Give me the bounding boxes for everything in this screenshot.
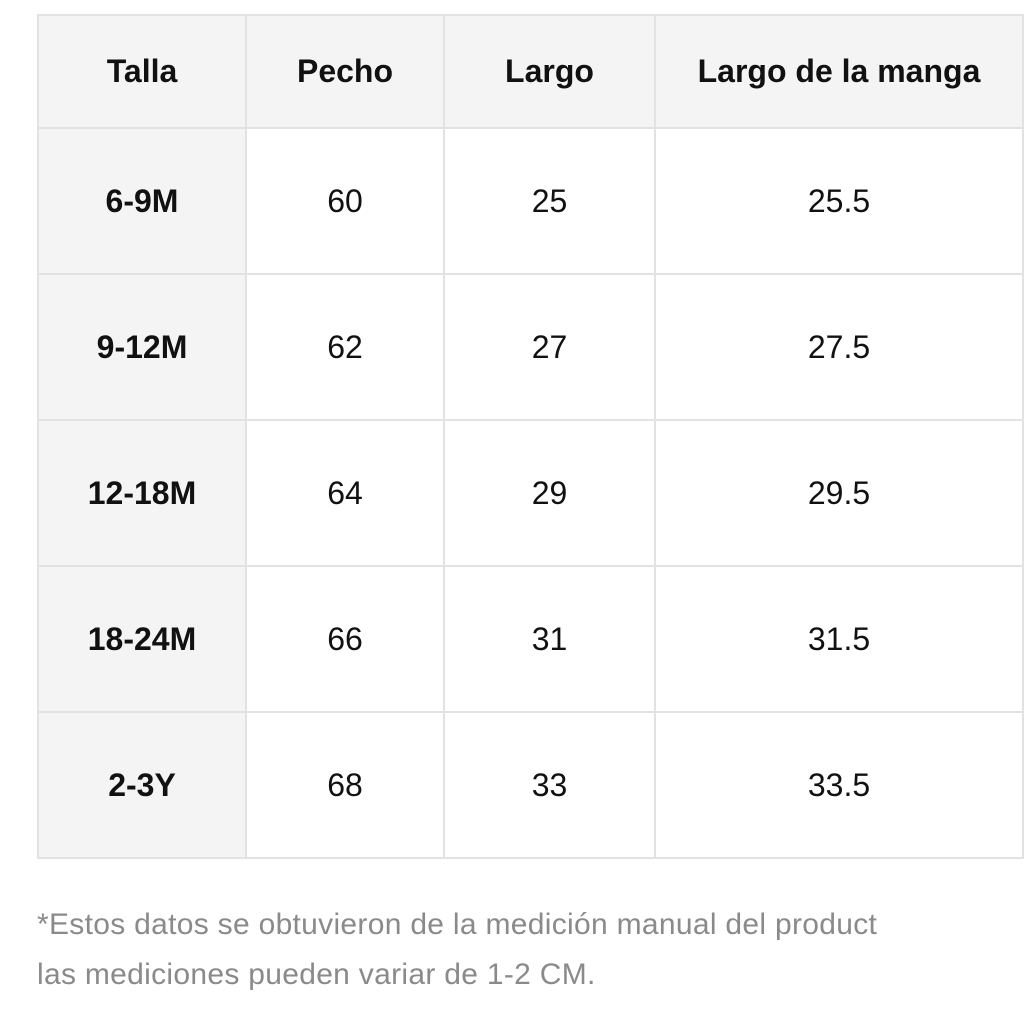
table-row: 6-9M 60 25 25.5 bbox=[37, 127, 1024, 275]
size-cell: 6-9M bbox=[37, 127, 247, 275]
value-cell: 66 bbox=[245, 565, 445, 713]
header-cell: Largo bbox=[443, 14, 656, 129]
value-cell: 33 bbox=[443, 711, 656, 859]
value-cell: 29.5 bbox=[654, 419, 1024, 567]
value-cell: 31.5 bbox=[654, 565, 1024, 713]
header-row: Talla Pecho Largo Largo de la manga bbox=[37, 14, 1024, 129]
header-cell: Talla bbox=[37, 14, 247, 129]
note-line: *Estos datos se obtuvieron de la medició… bbox=[37, 908, 878, 941]
value-cell: 31 bbox=[443, 565, 656, 713]
value-cell: 27 bbox=[443, 273, 656, 421]
size-cell: 18-24M bbox=[37, 565, 247, 713]
size-table: Talla Pecho Largo Largo de la manga 6-9M 60 2… bbox=[37, 14, 1024, 859]
value-cell: 33.5 bbox=[654, 711, 1024, 859]
value-cell: 27.5 bbox=[654, 273, 1024, 421]
table-row: 2-3Y 68 33 33.5 bbox=[37, 711, 1024, 859]
value-cell: 29 bbox=[443, 419, 656, 567]
value-cell: 25.5 bbox=[654, 127, 1024, 275]
note-line: las mediciones pueden variar de 1-2 CM. bbox=[37, 958, 596, 991]
value-cell: 62 bbox=[245, 273, 445, 421]
table-row: 18-24M 66 31 31.5 bbox=[37, 565, 1024, 713]
footnote: *Estos datos se obtuvieron de la medició… bbox=[37, 900, 877, 1000]
value-cell: 64 bbox=[245, 419, 445, 567]
header-cell: Pecho bbox=[245, 14, 445, 129]
value-cell: 68 bbox=[245, 711, 445, 859]
value-cell: 60 bbox=[245, 127, 445, 275]
size-cell: 2-3Y bbox=[37, 711, 247, 859]
header-cell: Largo de la manga bbox=[654, 14, 1024, 129]
value-cell: 25 bbox=[443, 127, 656, 275]
table-row: 9-12M 62 27 27.5 bbox=[37, 273, 1024, 421]
table-body: 6-9M 60 25 25.5 9-12M 62 27 27.5 12-18M 64 29 29.5 1… bbox=[37, 127, 1024, 859]
size-cell: 9-12M bbox=[37, 273, 247, 421]
table-row: 12-18M 64 29 29.5 bbox=[37, 419, 1024, 567]
size-cell: 12-18M bbox=[37, 419, 247, 567]
